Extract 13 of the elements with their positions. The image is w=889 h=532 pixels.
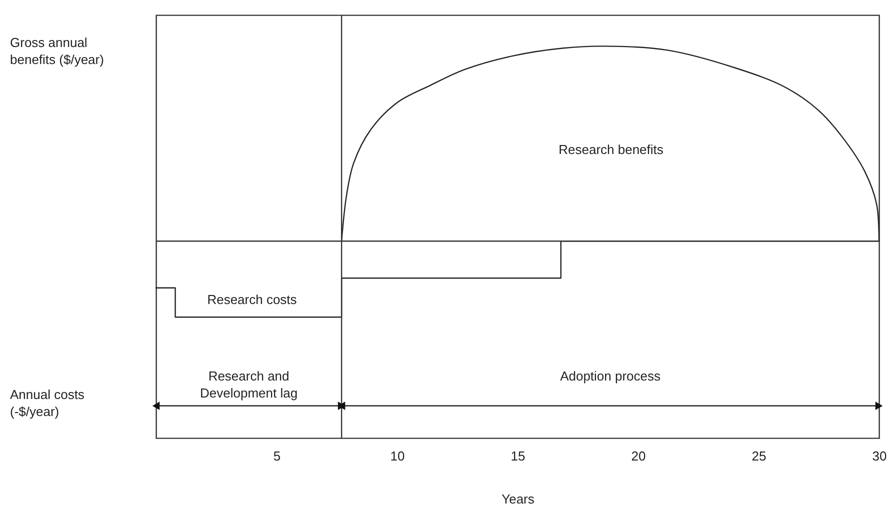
- x-tick-label: 30: [872, 448, 887, 464]
- x-tick-label: 20: [631, 448, 646, 464]
- x-tick-label: 5: [273, 448, 281, 464]
- annotation: Research costs: [207, 292, 298, 307]
- x-tick-label: 10: [390, 448, 405, 464]
- y-axis-title: Gross annual benefits ($/year): [10, 35, 104, 67]
- x-axis-title: Years: [502, 492, 535, 506]
- text: Annual costs (-$/year): [10, 387, 85, 419]
- text: Adoption process: [560, 368, 662, 384]
- annotation: Research benefits: [558, 142, 664, 157]
- x-tick-label: 15: [510, 448, 526, 464]
- x-tick-label: 25: [752, 448, 766, 464]
- text: Research and Development lag: [200, 368, 298, 400]
